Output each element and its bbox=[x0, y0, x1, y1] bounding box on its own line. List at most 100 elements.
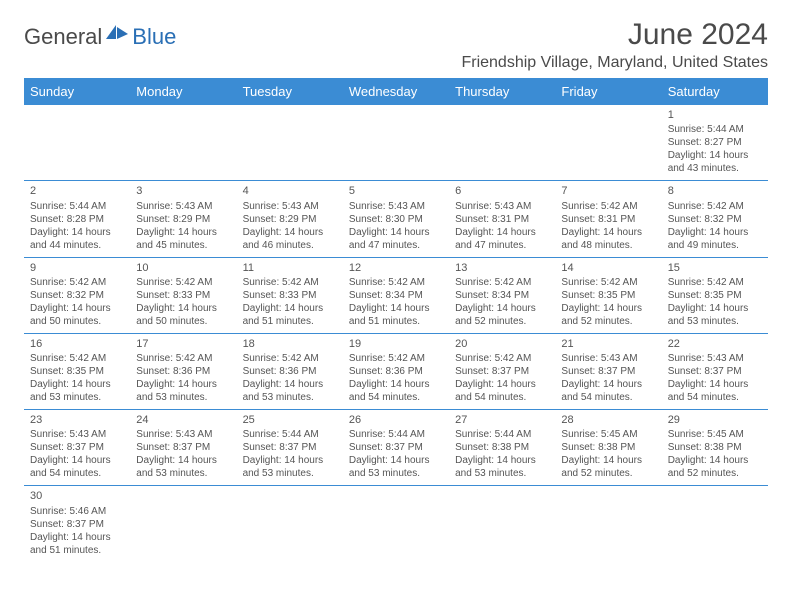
day-daylight1: Daylight: 14 hours bbox=[561, 378, 655, 391]
day-daylight2: and 53 minutes. bbox=[455, 467, 549, 480]
day-cell: 24Sunrise: 5:43 AMSunset: 8:37 PMDayligh… bbox=[130, 410, 236, 485]
day-cell bbox=[662, 486, 768, 561]
day-sunrise: Sunrise: 5:42 AM bbox=[455, 276, 549, 289]
day-number: 30 bbox=[30, 489, 124, 503]
day-daylight2: and 47 minutes. bbox=[455, 239, 549, 252]
day-cell bbox=[555, 105, 661, 180]
day-cell bbox=[237, 486, 343, 561]
week-row: 1Sunrise: 5:44 AMSunset: 8:27 PMDaylight… bbox=[24, 105, 768, 181]
day-header: Monday bbox=[130, 78, 236, 105]
day-sunrise: Sunrise: 5:44 AM bbox=[455, 428, 549, 441]
day-cell: 22Sunrise: 5:43 AMSunset: 8:37 PMDayligh… bbox=[662, 334, 768, 409]
day-daylight2: and 53 minutes. bbox=[30, 391, 124, 404]
day-daylight2: and 48 minutes. bbox=[561, 239, 655, 252]
day-daylight1: Daylight: 14 hours bbox=[668, 149, 762, 162]
day-sunset: Sunset: 8:34 PM bbox=[349, 289, 443, 302]
day-number: 5 bbox=[349, 184, 443, 198]
logo-text-general: General bbox=[24, 24, 102, 50]
week-row: 30Sunrise: 5:46 AMSunset: 8:37 PMDayligh… bbox=[24, 486, 768, 561]
day-sunset: Sunset: 8:37 PM bbox=[561, 365, 655, 378]
day-daylight2: and 54 minutes. bbox=[30, 467, 124, 480]
day-cell: 17Sunrise: 5:42 AMSunset: 8:36 PMDayligh… bbox=[130, 334, 236, 409]
day-header: Friday bbox=[555, 78, 661, 105]
day-number: 16 bbox=[30, 337, 124, 351]
day-sunset: Sunset: 8:35 PM bbox=[668, 289, 762, 302]
day-sunset: Sunset: 8:27 PM bbox=[668, 136, 762, 149]
day-daylight2: and 43 minutes. bbox=[668, 162, 762, 175]
day-sunrise: Sunrise: 5:43 AM bbox=[30, 428, 124, 441]
day-daylight2: and 52 minutes. bbox=[561, 315, 655, 328]
day-daylight1: Daylight: 14 hours bbox=[136, 302, 230, 315]
week-row: 9Sunrise: 5:42 AMSunset: 8:32 PMDaylight… bbox=[24, 258, 768, 334]
day-number: 11 bbox=[243, 261, 337, 275]
day-cell: 1Sunrise: 5:44 AMSunset: 8:27 PMDaylight… bbox=[662, 105, 768, 180]
day-daylight2: and 49 minutes. bbox=[668, 239, 762, 252]
day-daylight1: Daylight: 14 hours bbox=[30, 531, 124, 544]
day-daylight2: and 53 minutes. bbox=[349, 467, 443, 480]
day-sunrise: Sunrise: 5:42 AM bbox=[136, 352, 230, 365]
day-daylight1: Daylight: 14 hours bbox=[243, 302, 337, 315]
day-daylight2: and 54 minutes. bbox=[455, 391, 549, 404]
day-cell: 29Sunrise: 5:45 AMSunset: 8:38 PMDayligh… bbox=[662, 410, 768, 485]
day-daylight1: Daylight: 14 hours bbox=[30, 302, 124, 315]
day-daylight2: and 53 minutes. bbox=[243, 467, 337, 480]
day-daylight1: Daylight: 14 hours bbox=[455, 226, 549, 239]
day-daylight1: Daylight: 14 hours bbox=[561, 226, 655, 239]
day-daylight1: Daylight: 14 hours bbox=[243, 454, 337, 467]
day-sunrise: Sunrise: 5:44 AM bbox=[668, 123, 762, 136]
day-daylight1: Daylight: 14 hours bbox=[136, 378, 230, 391]
header: General Blue June 2024 Friendship Villag… bbox=[24, 18, 768, 72]
day-daylight1: Daylight: 14 hours bbox=[30, 454, 124, 467]
day-daylight2: and 53 minutes. bbox=[136, 467, 230, 480]
day-number: 9 bbox=[30, 261, 124, 275]
day-daylight2: and 54 minutes. bbox=[349, 391, 443, 404]
day-daylight2: and 44 minutes. bbox=[30, 239, 124, 252]
day-cell bbox=[237, 105, 343, 180]
day-cell: 14Sunrise: 5:42 AMSunset: 8:35 PMDayligh… bbox=[555, 258, 661, 333]
day-cell: 10Sunrise: 5:42 AMSunset: 8:33 PMDayligh… bbox=[130, 258, 236, 333]
day-daylight1: Daylight: 14 hours bbox=[668, 454, 762, 467]
day-cell bbox=[555, 486, 661, 561]
day-daylight1: Daylight: 14 hours bbox=[561, 454, 655, 467]
day-cell bbox=[130, 486, 236, 561]
day-sunrise: Sunrise: 5:42 AM bbox=[668, 200, 762, 213]
day-daylight2: and 51 minutes. bbox=[349, 315, 443, 328]
day-daylight2: and 52 minutes. bbox=[561, 467, 655, 480]
day-sunrise: Sunrise: 5:43 AM bbox=[668, 352, 762, 365]
calendar-body: 1Sunrise: 5:44 AMSunset: 8:27 PMDaylight… bbox=[24, 105, 768, 562]
day-cell: 11Sunrise: 5:42 AMSunset: 8:33 PMDayligh… bbox=[237, 258, 343, 333]
day-cell: 2Sunrise: 5:44 AMSunset: 8:28 PMDaylight… bbox=[24, 181, 130, 256]
day-sunset: Sunset: 8:37 PM bbox=[136, 441, 230, 454]
day-sunrise: Sunrise: 5:43 AM bbox=[561, 352, 655, 365]
day-cell: 19Sunrise: 5:42 AMSunset: 8:36 PMDayligh… bbox=[343, 334, 449, 409]
day-sunset: Sunset: 8:36 PM bbox=[243, 365, 337, 378]
day-cell: 5Sunrise: 5:43 AMSunset: 8:30 PMDaylight… bbox=[343, 181, 449, 256]
day-number: 15 bbox=[668, 261, 762, 275]
day-number: 28 bbox=[561, 413, 655, 427]
day-cell: 26Sunrise: 5:44 AMSunset: 8:37 PMDayligh… bbox=[343, 410, 449, 485]
day-daylight1: Daylight: 14 hours bbox=[30, 226, 124, 239]
day-sunset: Sunset: 8:36 PM bbox=[349, 365, 443, 378]
day-number: 4 bbox=[243, 184, 337, 198]
day-daylight1: Daylight: 14 hours bbox=[243, 226, 337, 239]
day-number: 25 bbox=[243, 413, 337, 427]
day-number: 12 bbox=[349, 261, 443, 275]
day-daylight2: and 53 minutes. bbox=[668, 315, 762, 328]
day-sunset: Sunset: 8:32 PM bbox=[668, 213, 762, 226]
day-cell: 30Sunrise: 5:46 AMSunset: 8:37 PMDayligh… bbox=[24, 486, 130, 561]
day-sunrise: Sunrise: 5:42 AM bbox=[30, 276, 124, 289]
day-daylight2: and 54 minutes. bbox=[561, 391, 655, 404]
title-block: June 2024 Friendship Village, Maryland, … bbox=[461, 18, 768, 72]
day-cell: 20Sunrise: 5:42 AMSunset: 8:37 PMDayligh… bbox=[449, 334, 555, 409]
day-cell bbox=[343, 105, 449, 180]
day-cell: 3Sunrise: 5:43 AMSunset: 8:29 PMDaylight… bbox=[130, 181, 236, 256]
day-sunrise: Sunrise: 5:42 AM bbox=[561, 276, 655, 289]
day-cell: 4Sunrise: 5:43 AMSunset: 8:29 PMDaylight… bbox=[237, 181, 343, 256]
day-cell: 12Sunrise: 5:42 AMSunset: 8:34 PMDayligh… bbox=[343, 258, 449, 333]
day-number: 7 bbox=[561, 184, 655, 198]
day-daylight2: and 45 minutes. bbox=[136, 239, 230, 252]
day-daylight2: and 52 minutes. bbox=[455, 315, 549, 328]
day-number: 27 bbox=[455, 413, 549, 427]
day-cell: 7Sunrise: 5:42 AMSunset: 8:31 PMDaylight… bbox=[555, 181, 661, 256]
day-cell: 21Sunrise: 5:43 AMSunset: 8:37 PMDayligh… bbox=[555, 334, 661, 409]
